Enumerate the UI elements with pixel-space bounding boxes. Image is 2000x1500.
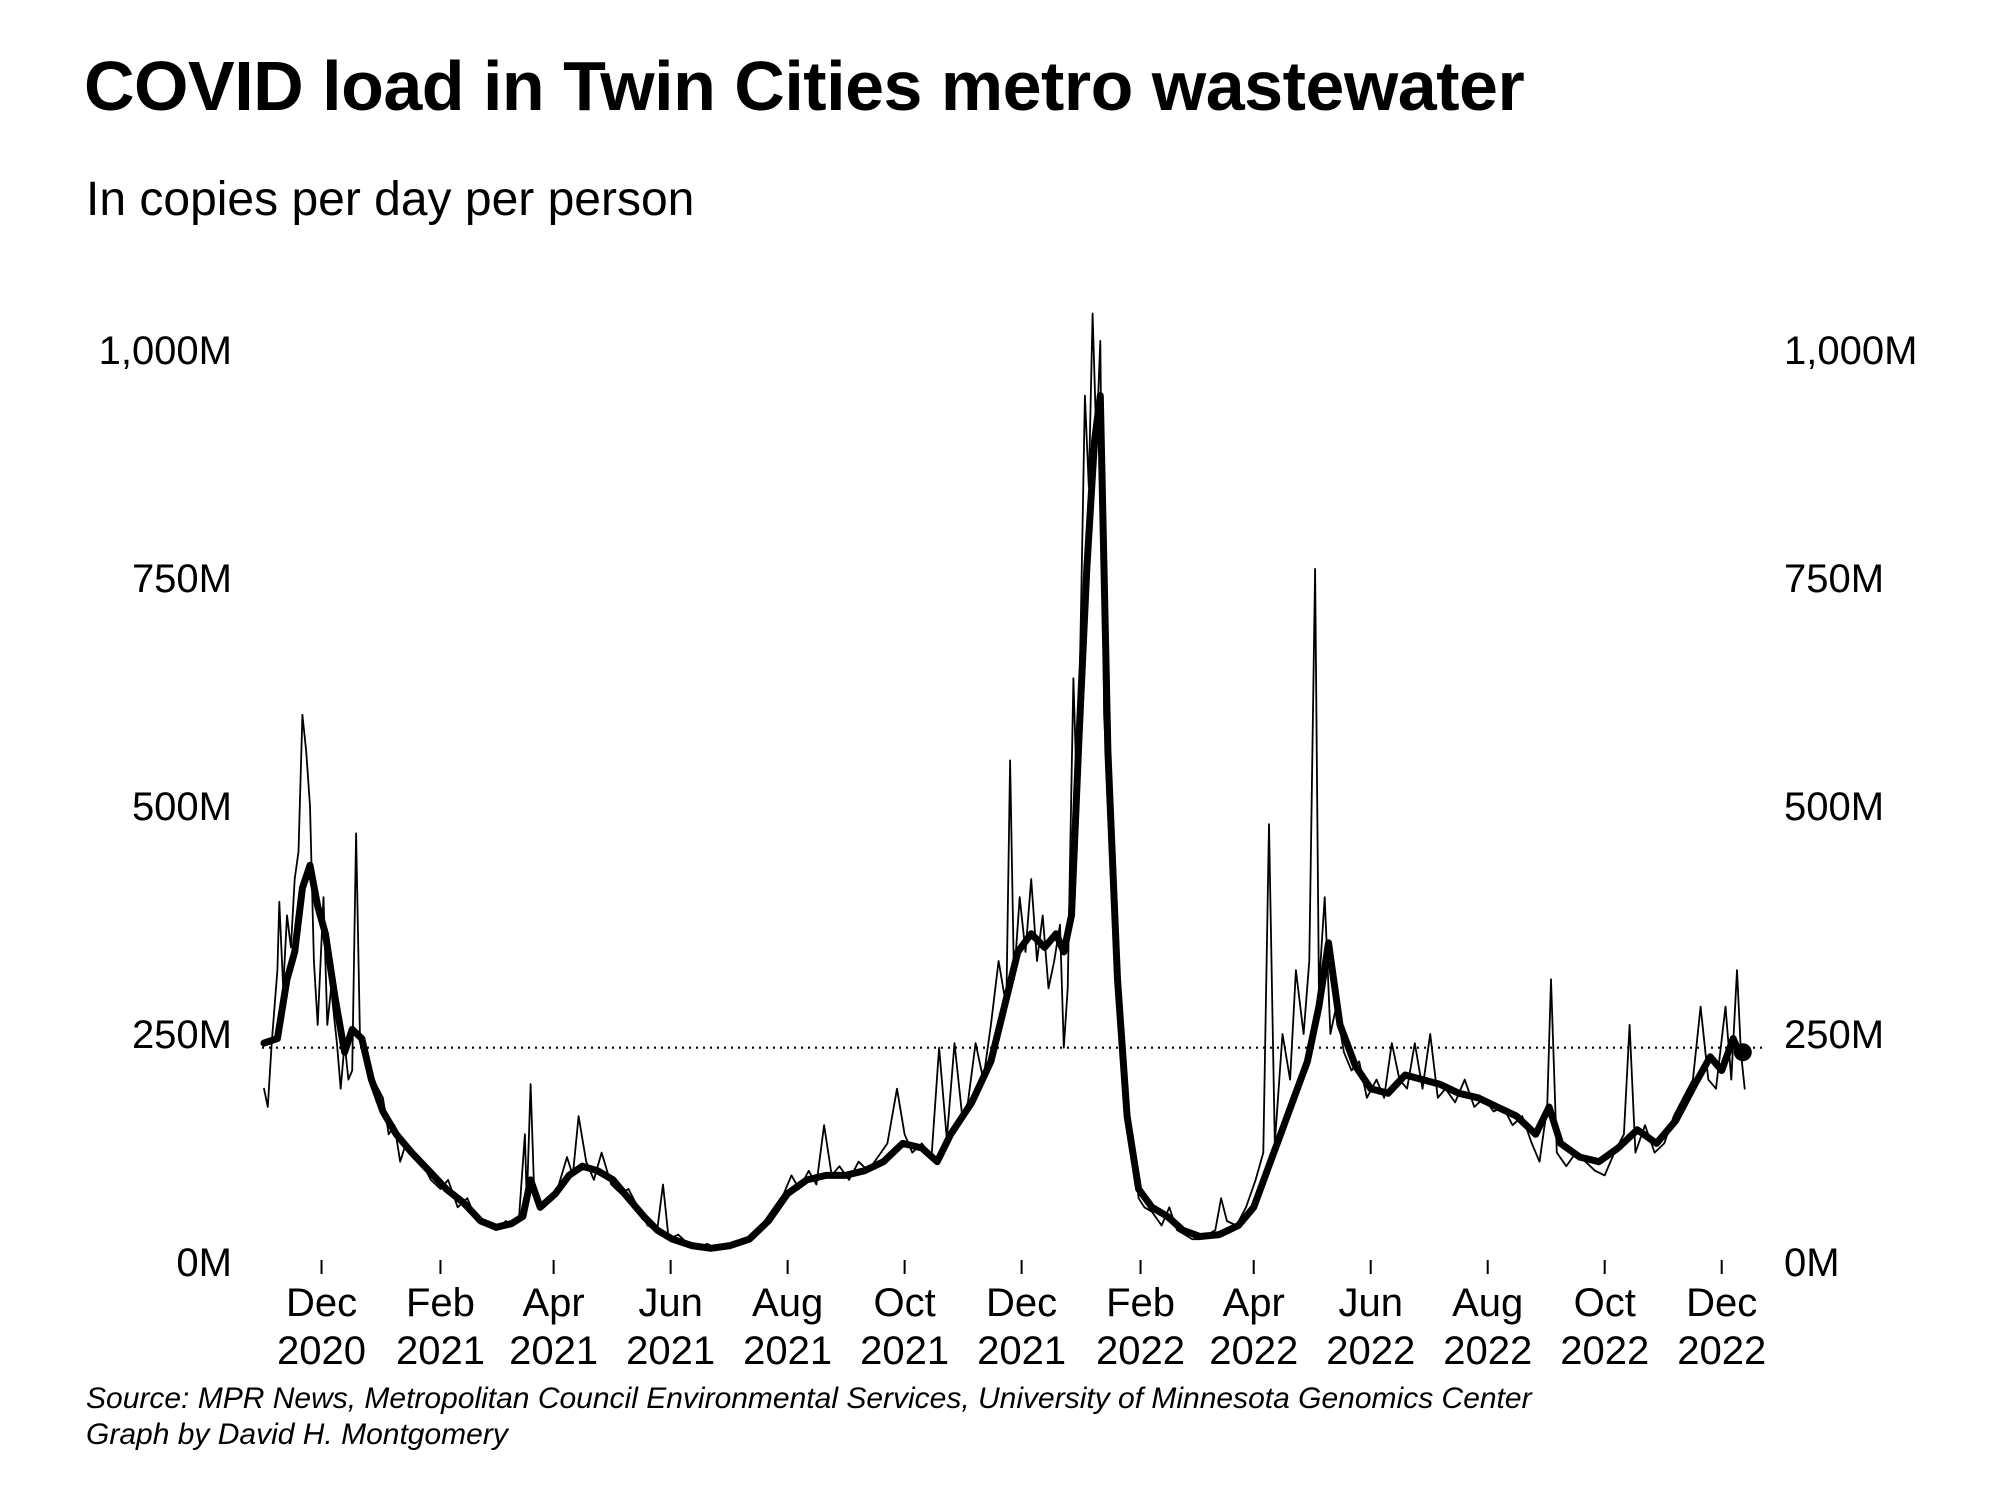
y-tick-label-right: 750M <box>1784 557 1884 601</box>
x-tick-label-month: Feb <box>1106 1281 1175 1325</box>
x-tick-label-year: 2021 <box>977 1329 1066 1373</box>
x-tick-label-month: Aug <box>752 1281 823 1325</box>
x-tick-label-year: 2022 <box>1209 1329 1298 1373</box>
x-tick-label-month: Oct <box>1574 1281 1636 1325</box>
y-tick-label-left: 250M <box>132 1013 232 1057</box>
x-tick-label-year: 2021 <box>396 1329 485 1373</box>
x-tick-label-month: Jun <box>1338 1281 1403 1325</box>
x-tick-label-year: 2022 <box>1326 1329 1415 1373</box>
x-tick-label-month: Feb <box>406 1281 475 1325</box>
x-tick-label-year: 2022 <box>1096 1329 1185 1373</box>
x-tick-label-year: 2022 <box>1677 1329 1766 1373</box>
x-tick-label-year: 2020 <box>277 1329 366 1373</box>
y-tick-label-right: 500M <box>1784 785 1884 829</box>
x-tick-label-month: Dec <box>986 1281 1057 1325</box>
chart-title: COVID load in Twin Cities metro wastewat… <box>84 47 1525 125</box>
x-tick-label-month: Aug <box>1452 1281 1523 1325</box>
series-line-daily <box>263 312 1746 1250</box>
series-line-smoothed <box>260 392 1743 1252</box>
y-tick-label-left: 1,000M <box>99 329 232 373</box>
end-point-marker <box>1733 1043 1752 1062</box>
y-axis-right: 0M 250M 500M 750M 1,000M <box>1784 329 1917 1285</box>
x-tick-label-month: Jun <box>638 1281 703 1325</box>
x-tick-label-year: 2021 <box>860 1329 949 1373</box>
chart-subtitle: In copies per day per person <box>86 173 695 226</box>
x-tick-label-year: 2022 <box>1560 1329 1649 1373</box>
y-tick-label-left: 500M <box>132 785 232 829</box>
x-tick-label-year: 2021 <box>509 1329 598 1373</box>
x-tick-label-month: Dec <box>286 1281 357 1325</box>
series-layer <box>260 312 1752 1252</box>
credit-note: Graph by David H. Montgomery <box>86 1418 508 1451</box>
y-tick-label-left: 750M <box>132 557 232 601</box>
x-tick-label-month: Dec <box>1686 1281 1757 1325</box>
x-tick-label-month: Oct <box>874 1281 936 1325</box>
x-tick-label-year: 2021 <box>743 1329 832 1373</box>
x-tick-label-month: Apr <box>1223 1281 1285 1325</box>
y-tick-label-right: 1,000M <box>1784 329 1917 373</box>
y-tick-label-right: 0M <box>1784 1241 1840 1285</box>
y-axis-left: 0M 250M 500M 750M 1,000M <box>99 329 232 1285</box>
x-axis: Dec2020Feb2021Apr2021Jun2021Aug2021Oct20… <box>277 1260 1766 1373</box>
x-tick-label-year: 2021 <box>626 1329 715 1373</box>
source-note: Source: MPR News, Metropolitan Council E… <box>86 1382 1532 1415</box>
y-tick-label-right: 250M <box>1784 1013 1884 1057</box>
y-tick-label-left: 0M <box>176 1241 232 1285</box>
x-tick-label-month: Apr <box>522 1281 584 1325</box>
x-tick-label-year: 2022 <box>1443 1329 1532 1373</box>
